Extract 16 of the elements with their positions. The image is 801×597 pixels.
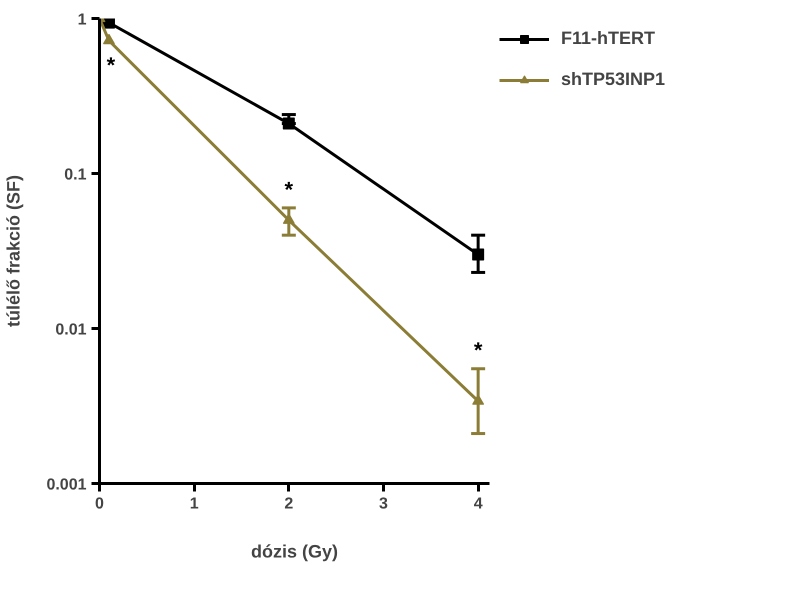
y-tick-label: 0.1 [64,166,87,184]
y-axis-title: túlélő frakció (SF) [3,174,24,328]
x-tick-label: 3 [379,496,388,512]
x-tick-label: 0 [95,496,104,512]
legend-label: shTP53INP1 [561,69,666,90]
x-tick-label: 4 [474,496,483,512]
y-tick-label: 1 [78,12,87,28]
annotation: * [474,338,483,363]
annotation: * [106,52,116,78]
annotation: * [284,176,294,202]
legend-label: F11-hTERT [561,28,656,49]
y-tick-label: 0.01 [55,322,87,338]
x-axis-title: dózis (Gy) [251,542,338,562]
x-tick-label: 2 [284,496,294,512]
x-tick-label: 1 [190,496,199,512]
y-tick-label: 0.001 [46,476,87,494]
